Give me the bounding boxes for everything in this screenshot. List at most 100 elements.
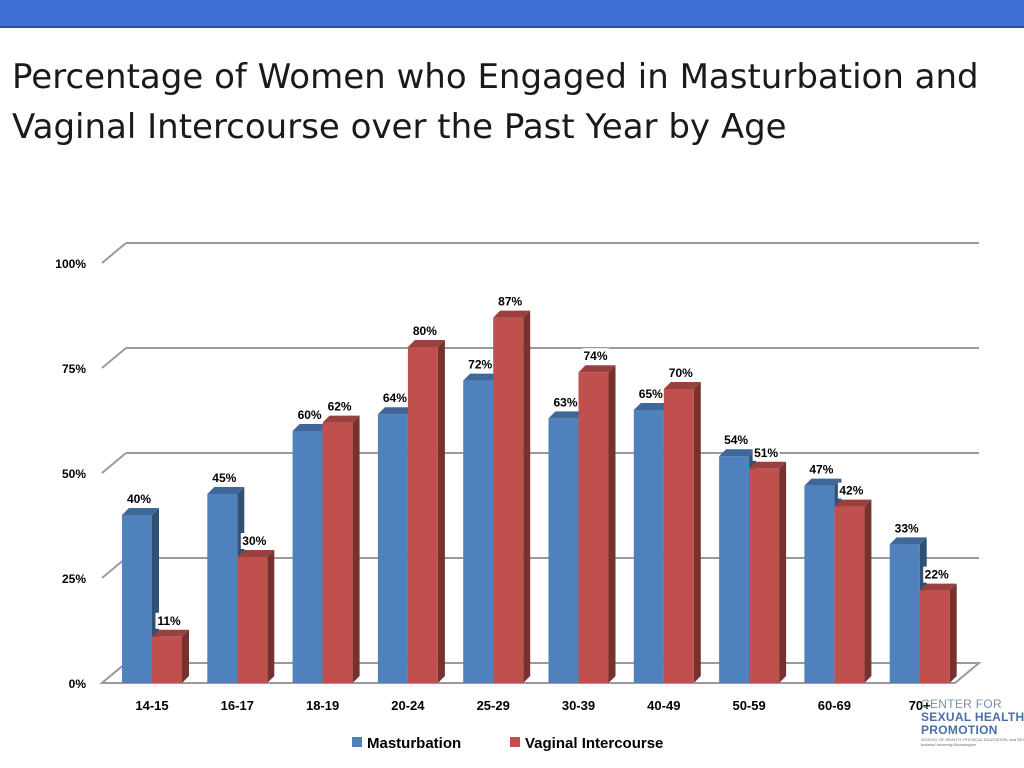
center-logo: CENTER FOR SEXUAL HEALTH PROMOTION SCHOO… <box>921 697 1024 760</box>
bar-masturbation <box>122 515 152 683</box>
bar-side <box>949 583 957 683</box>
x-tick-label: 50-59 <box>732 698 765 713</box>
bar-side <box>182 629 189 683</box>
data-label-bg <box>466 356 494 373</box>
y-tick-label: 100% <box>55 257 86 271</box>
bar-masturbation <box>548 418 579 683</box>
x-tick-label: 70+ <box>909 698 931 713</box>
data-label: 22% <box>925 568 949 582</box>
bar-side <box>437 340 445 683</box>
data-label: 72% <box>468 358 492 372</box>
bar-top <box>463 373 501 381</box>
data-label: 60% <box>298 408 322 422</box>
y-tick-label: 0% <box>69 677 87 691</box>
slide-title: Percentage of Women who Engaged in Mastu… <box>12 57 979 147</box>
bar-masturbation <box>292 431 323 683</box>
data-label: 65% <box>639 387 663 401</box>
logo-line-1: CENTER FOR <box>921 697 1002 711</box>
x-tick-label: 20-24 <box>391 698 425 713</box>
data-label-bg <box>667 365 695 381</box>
bar-vaginal-intercourse <box>663 389 694 683</box>
data-label-bg <box>296 407 324 423</box>
data-label: 63% <box>553 395 577 409</box>
x-tick-label: 60-69 <box>818 698 851 713</box>
bar-top <box>237 550 275 557</box>
data-label: 70% <box>669 366 693 380</box>
bar-masturbation <box>889 544 920 683</box>
bar-vaginal-intercourse <box>322 422 353 683</box>
bar-top <box>834 499 872 507</box>
data-label: 42% <box>839 484 863 498</box>
data-label-bg <box>752 444 780 461</box>
legend-swatch <box>352 737 362 747</box>
bar-top <box>719 449 757 457</box>
bar-side <box>523 310 531 683</box>
bar-side <box>693 382 701 683</box>
legend-swatch <box>510 737 520 747</box>
bar-top <box>633 403 671 410</box>
bar-top <box>889 537 927 545</box>
data-label-bg <box>326 398 354 415</box>
bar-vaginal-intercourse <box>237 557 268 683</box>
bar-top <box>407 340 445 347</box>
bar-top <box>663 382 701 389</box>
data-label: 87% <box>498 295 522 309</box>
data-label-bg <box>923 566 951 583</box>
data-label-bg <box>496 293 524 310</box>
bar-top <box>122 508 159 515</box>
data-label-bg <box>125 491 153 507</box>
bar-top <box>292 424 330 431</box>
bar-side <box>352 415 360 683</box>
bar-masturbation <box>207 494 238 683</box>
data-label: 80% <box>413 324 437 338</box>
data-label: 33% <box>895 521 919 535</box>
x-tick-label: 40-49 <box>647 698 680 713</box>
data-label: 11% <box>157 614 181 628</box>
legend-label: Vaginal Intercourse <box>525 735 663 752</box>
data-label: 45% <box>212 471 236 485</box>
bar-top <box>749 461 787 469</box>
y-tick-label: 50% <box>62 467 86 481</box>
gridline-depth-2 <box>101 452 127 474</box>
logo-line-2: SEXUAL HEALTH <box>921 710 1024 724</box>
bar-top <box>548 411 586 419</box>
logo-line-3: PROMOTION <box>921 723 998 737</box>
logo-line-5: Indiana University Bloomington <box>921 742 977 747</box>
x-tick-label: 25-29 <box>477 698 510 713</box>
data-label-bg <box>722 432 750 449</box>
logo-line-4: SCHOOL OF HEALTH, PHYSICAL EDUCATION, an… <box>921 737 1024 742</box>
bar-vaginal-intercourse <box>834 506 865 683</box>
data-label-bg <box>893 520 921 537</box>
bar-masturbation <box>804 485 835 683</box>
legend-label: Masturbation <box>367 735 461 752</box>
bar-side <box>608 365 616 683</box>
data-label: 40% <box>127 492 151 506</box>
bar-top <box>207 487 245 494</box>
bar-masturbation <box>377 414 408 683</box>
bar-masturbation <box>463 380 494 683</box>
data-label: 30% <box>242 534 266 548</box>
data-label: 62% <box>328 400 352 414</box>
bar-top <box>493 310 531 318</box>
data-label-bg <box>411 323 439 339</box>
data-label-bg <box>381 390 409 407</box>
data-label: 47% <box>809 463 833 477</box>
x-tick-label: 16-17 <box>221 698 254 713</box>
data-label-bg <box>637 386 665 402</box>
x-tick-label: 30-39 <box>562 698 595 713</box>
bar-top <box>804 478 842 486</box>
bar-vaginal-intercourse <box>919 590 950 683</box>
gridline-depth-3 <box>101 347 127 369</box>
top-accent-bar <box>0 0 1024 28</box>
data-label: 54% <box>724 433 748 447</box>
bar-top <box>578 365 616 373</box>
data-label-bg <box>582 348 609 365</box>
bar-side <box>779 461 787 683</box>
x-tick-label: 18-19 <box>306 698 339 713</box>
bar-top <box>152 629 189 637</box>
y-tick-label: 75% <box>62 362 86 376</box>
bar-top <box>322 415 360 423</box>
data-label-bg <box>837 482 865 499</box>
data-label: 74% <box>583 349 607 363</box>
